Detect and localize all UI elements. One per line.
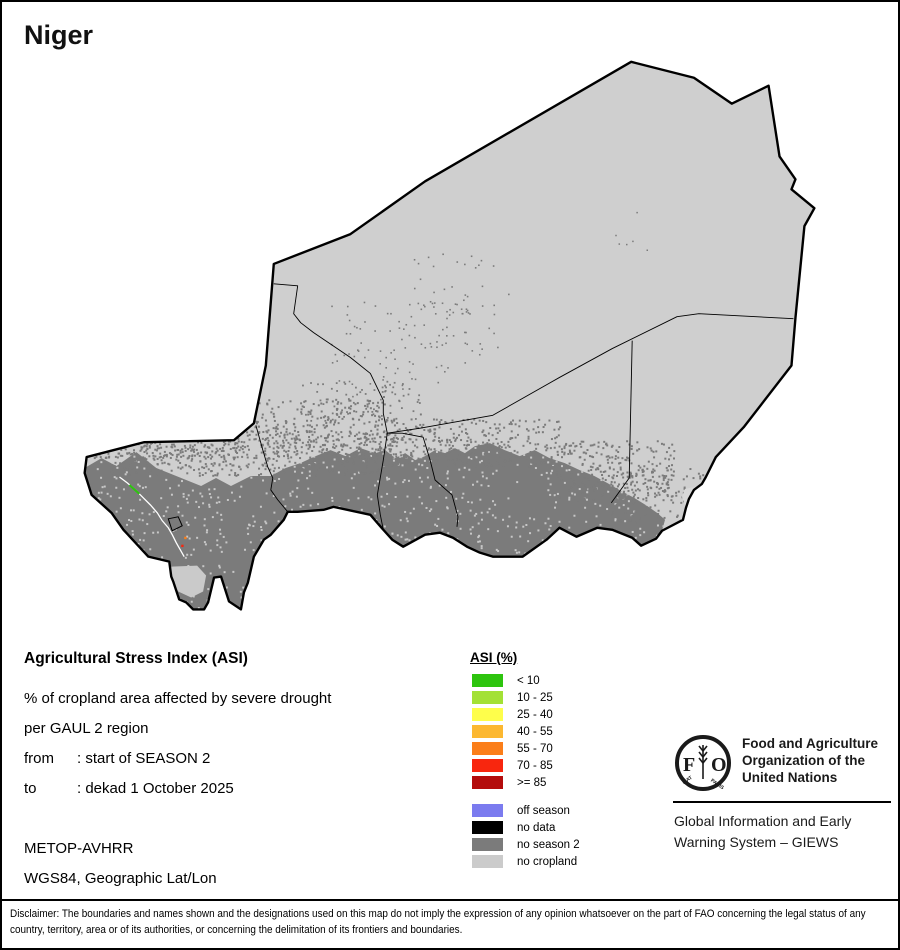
legend-label: >= 85 — [517, 776, 547, 789]
legend-swatch — [472, 708, 503, 721]
legend-label: 70 - 85 — [517, 759, 553, 772]
fao-divider — [673, 801, 891, 803]
fao-letter-o: O — [711, 754, 727, 776]
legend-row: 25 - 40 — [472, 706, 553, 723]
from-label: from — [24, 750, 54, 767]
legend-label: off season — [517, 804, 570, 817]
fao-name: Food and Agriculture Organization of the… — [742, 735, 878, 787]
fao-name-line2: Organization of the — [742, 753, 865, 769]
legend-row: off season — [472, 802, 580, 819]
fao-letter-f: F — [683, 754, 695, 776]
legend-asi-classes: < 10 10 - 25 25 - 40 40 - 55 55 - 70 70 - 85 >… — [472, 672, 553, 791]
legend-swatch — [472, 725, 503, 738]
giews-line2: Warning System – GIEWS — [674, 833, 839, 850]
page-title: Niger — [24, 20, 94, 50]
legend-row: 70 - 85 — [472, 757, 553, 774]
sensor-name: METOP-AVHRR — [24, 840, 134, 857]
fao-logo: F O FIAT PANIS — [675, 735, 731, 792]
legend-swatch — [472, 855, 503, 868]
legend-row: 55 - 70 — [472, 740, 553, 757]
legend-label: 55 - 70 — [517, 742, 553, 755]
legend-swatch — [472, 742, 503, 755]
fao-name-line1: Food and Agriculture — [742, 736, 878, 751]
legend-label: no data — [517, 821, 556, 834]
wheat-icon — [698, 745, 708, 779]
legend-row: 40 - 55 — [472, 723, 553, 740]
period-to: to : dekad 1 October 2025 — [24, 780, 234, 797]
asi-description-line2: per GAUL 2 region — [24, 720, 149, 737]
legend-row: no season 2 — [472, 836, 580, 853]
giews-line1: Global Information and Early — [674, 813, 852, 829]
fao-name-line3: United Nations — [742, 770, 838, 786]
legend-row: >= 85 — [472, 774, 553, 791]
to-label: to — [24, 780, 37, 797]
disclaimer-box: Disclaimer: The boundaries and names sho… — [2, 899, 898, 948]
legend-swatch — [472, 674, 503, 687]
from-value: : start of SEASON 2 — [77, 750, 211, 767]
legend-label: no season 2 — [517, 838, 580, 851]
legend-label: 40 - 55 — [517, 725, 553, 738]
disclaimer-text: Disclaimer: The boundaries and names sho… — [10, 908, 866, 936]
legend-label: 10 - 25 — [517, 691, 553, 704]
projection-name: WGS84, Geographic Lat/Lon — [24, 870, 217, 887]
legend-label: 25 - 40 — [517, 708, 553, 721]
legend-label: < 10 — [517, 674, 540, 687]
period-from: from : start of SEASON 2 — [24, 750, 210, 767]
legend-swatch — [472, 838, 503, 851]
legend-row: no cropland — [472, 853, 580, 870]
legend-row: no data — [472, 819, 580, 836]
asi-heading: Agricultural Stress Index (ASI) — [24, 650, 248, 667]
legend-row: 10 - 25 — [472, 689, 553, 706]
legend-label: no cropland — [517, 855, 578, 868]
legend-swatch — [472, 804, 503, 817]
legend-swatch — [472, 759, 503, 772]
legend-row: < 10 — [472, 672, 553, 689]
to-value: : dekad 1 October 2025 — [77, 780, 234, 797]
legend-swatch — [472, 776, 503, 789]
legend-other-classes: off season no data no season 2 no cropland — [472, 802, 580, 870]
asi-description-line1: % of cropland area affected by severe dr… — [24, 690, 332, 707]
legend-title: ASI (%) — [470, 650, 518, 665]
giews-name: Global Information and Early Warning Sys… — [674, 811, 851, 852]
legend-swatch — [472, 821, 503, 834]
fao-motto-fiat: FIAT — [681, 775, 693, 786]
legend-swatch — [472, 691, 503, 704]
